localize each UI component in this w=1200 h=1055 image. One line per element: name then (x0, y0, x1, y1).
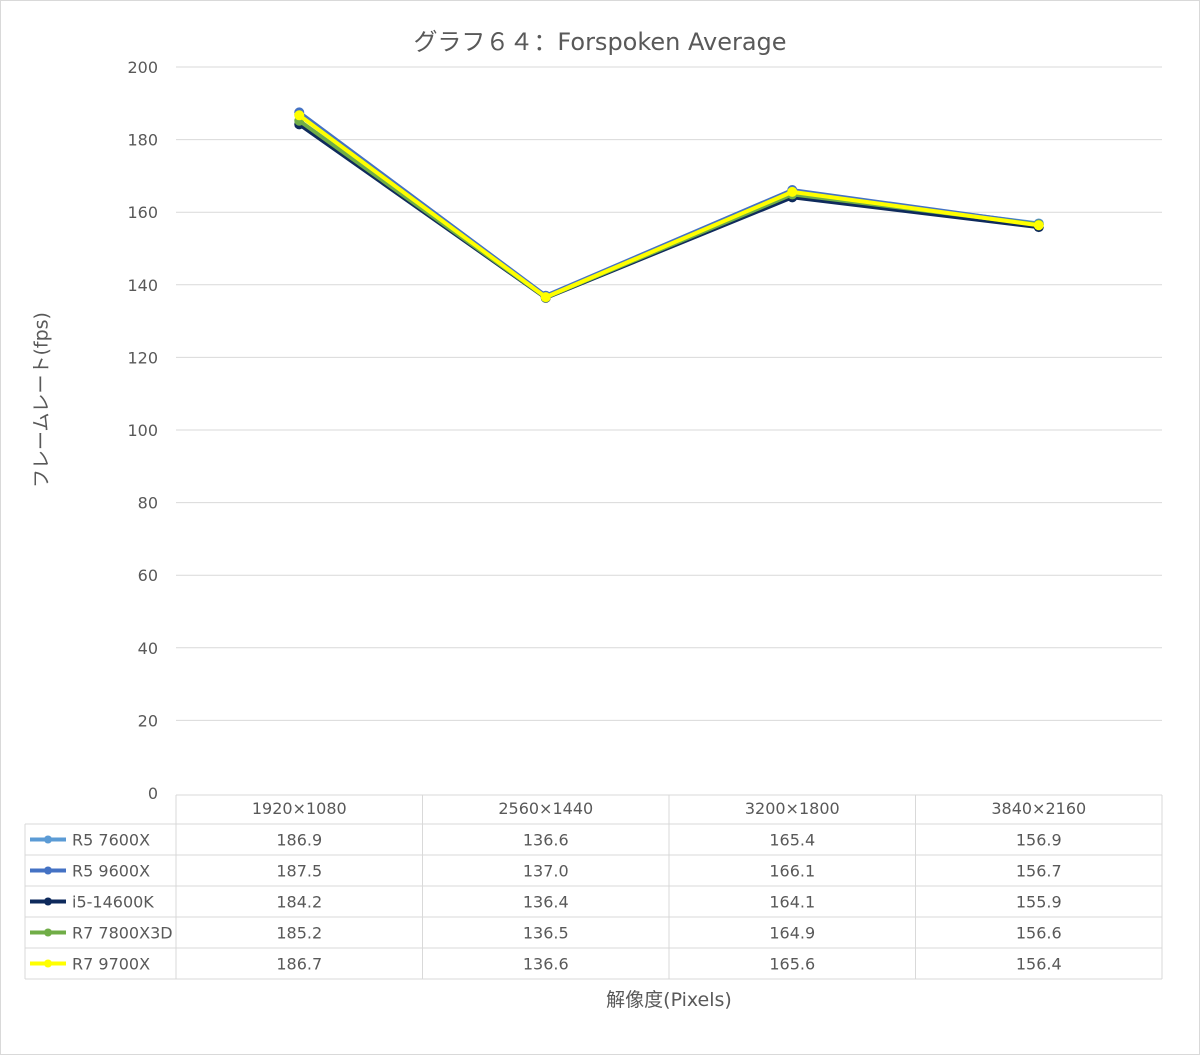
data-cell: 164.1 (769, 893, 815, 912)
y-tick-label: 160 (127, 203, 158, 222)
y-tick-label: 20 (138, 711, 158, 730)
y-tick-label: 180 (127, 131, 158, 150)
category-label: 3200×1800 (745, 799, 840, 818)
legend-swatch-marker (44, 928, 52, 937)
data-point (1033, 220, 1044, 231)
category-label: 1920×1080 (252, 799, 347, 818)
legend-swatch-marker (44, 835, 52, 844)
data-cell: 156.4 (1016, 955, 1062, 974)
data-point (787, 186, 798, 197)
chart-title: グラフ６４：Forspoken Average (413, 28, 787, 56)
legend-swatch-marker (44, 866, 52, 875)
legend-label: R5 9600X (72, 862, 150, 881)
legend-swatch-marker (44, 959, 52, 968)
x-axis-label: 解像度(Pixels) (606, 989, 732, 1011)
data-cell: 165.4 (769, 831, 815, 850)
data-cell: 164.9 (769, 924, 815, 943)
data-point (294, 110, 305, 121)
data-cell: 156.6 (1016, 924, 1062, 943)
data-cell: 185.2 (276, 924, 322, 943)
y-tick-label: 140 (127, 276, 158, 295)
category-label: 3840×2160 (991, 799, 1086, 818)
data-cell: 165.6 (769, 955, 815, 974)
y-tick-label: 120 (127, 348, 158, 367)
legend-label: R5 7600X (72, 831, 150, 850)
y-tick-label: 60 (138, 566, 158, 585)
data-cell: 184.2 (276, 893, 322, 912)
data-cell: 156.7 (1016, 862, 1062, 881)
legend-label: R7 7800X3D (72, 924, 173, 943)
y-tick-label: 0 (148, 784, 158, 803)
data-cell: 137.0 (523, 862, 569, 881)
data-cell: 136.4 (523, 893, 569, 912)
data-cell: 156.9 (1016, 831, 1062, 850)
legend-label: i5-14600K (72, 893, 154, 912)
category-label: 2560×1440 (498, 799, 593, 818)
legend-label: R7 9700X (72, 955, 150, 974)
data-cell: 155.9 (1016, 893, 1062, 912)
y-tick-label: 80 (138, 494, 158, 513)
series-line (298, 112, 1039, 300)
data-cell: 136.6 (523, 831, 569, 850)
data-cell: 186.7 (276, 955, 322, 974)
y-tick-label: 200 (127, 58, 158, 77)
data-cell: 136.6 (523, 955, 569, 974)
data-cell: 166.1 (769, 862, 815, 881)
data-point (540, 292, 551, 303)
y-tick-label: 40 (138, 639, 158, 658)
y-tick-label: 100 (127, 421, 158, 440)
legend-swatch-marker (44, 897, 52, 906)
data-cell: 187.5 (276, 862, 322, 881)
data-cell: 186.9 (276, 831, 322, 850)
data-cell: 136.5 (523, 924, 569, 943)
series-line (298, 113, 1040, 300)
